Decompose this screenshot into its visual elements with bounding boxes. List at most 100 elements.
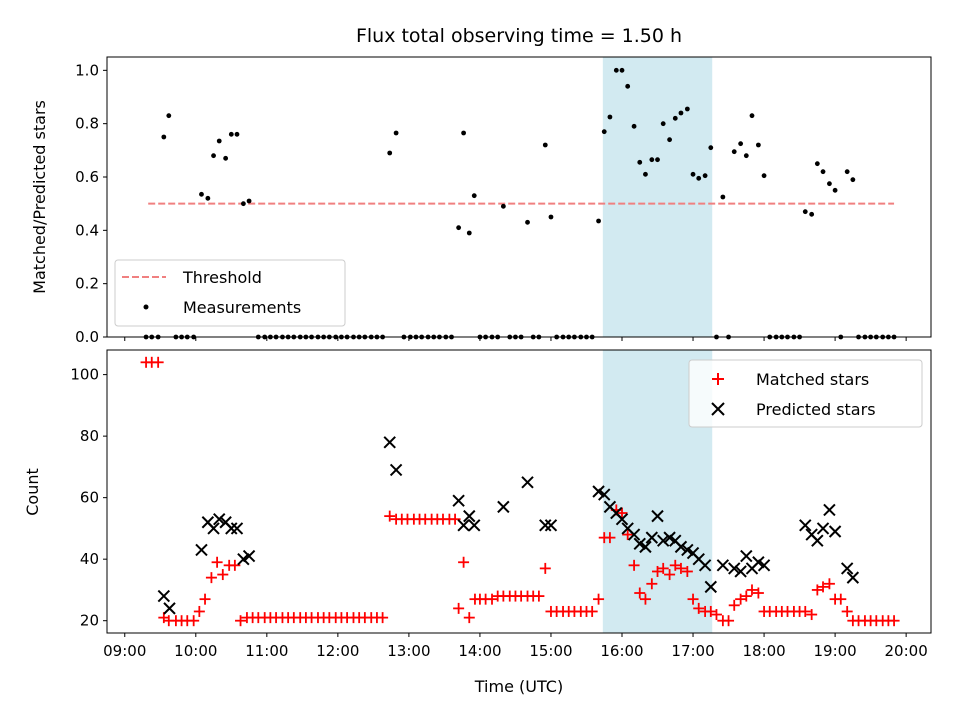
matched-star-point bbox=[486, 593, 498, 605]
matched-star-point bbox=[841, 605, 853, 617]
measurement-point bbox=[684, 106, 690, 112]
measurement-point bbox=[743, 153, 749, 159]
measurement-point bbox=[234, 131, 240, 137]
measurement-point bbox=[216, 138, 222, 144]
predicted-star-point bbox=[728, 562, 741, 575]
measurement-point bbox=[240, 201, 246, 207]
measurement-point bbox=[809, 211, 815, 217]
measurement-point bbox=[814, 161, 820, 167]
matched-star-point bbox=[710, 609, 722, 621]
measurement-point bbox=[690, 171, 696, 177]
measurement-point bbox=[761, 173, 767, 179]
measurement-point bbox=[820, 169, 826, 175]
measurement-point bbox=[471, 193, 477, 199]
matched-star-point bbox=[681, 565, 693, 577]
matched-star-point bbox=[723, 615, 735, 627]
legend-threshold-label: Threshold bbox=[182, 268, 262, 287]
top-y-tick-label: 0.8 bbox=[75, 115, 99, 133]
measurement-point bbox=[731, 149, 737, 155]
top-legend-box bbox=[114, 259, 346, 327]
bottom-x-tick-label: 15:00 bbox=[529, 642, 572, 660]
predicted-star-point bbox=[389, 463, 403, 477]
predicted-star-point bbox=[656, 534, 670, 547]
matched-star-point bbox=[664, 569, 676, 581]
measurement-point bbox=[672, 115, 678, 121]
bottom-legend: Matched stars Predicted stars bbox=[688, 359, 923, 428]
measurement-point bbox=[205, 195, 211, 201]
predicted-star-point bbox=[468, 519, 481, 532]
predicted-star-point bbox=[816, 522, 830, 535]
predicted-star-point bbox=[598, 488, 611, 501]
predicted-star-point bbox=[645, 531, 659, 544]
measurement-point bbox=[625, 83, 631, 89]
matched-star-point bbox=[628, 559, 640, 571]
measurement-point bbox=[228, 131, 234, 137]
measurement-point bbox=[749, 113, 755, 119]
predicted-star-point bbox=[752, 556, 765, 569]
predicted-star-point bbox=[213, 512, 226, 526]
matched-star-point bbox=[693, 602, 705, 614]
measurement-point bbox=[696, 175, 702, 181]
matched-star-point bbox=[229, 559, 241, 571]
measurement-point bbox=[596, 218, 601, 224]
measurement-point bbox=[738, 141, 744, 147]
predicted-star-point bbox=[828, 525, 842, 538]
matched-star-point bbox=[622, 529, 634, 541]
predicted-star-point bbox=[757, 559, 771, 572]
predicted-star-point bbox=[627, 528, 641, 541]
measurement-point bbox=[844, 169, 850, 175]
legend-matched-marker bbox=[712, 373, 724, 385]
legend-matched-label: Matched stars bbox=[756, 370, 869, 389]
matched-star-point bbox=[735, 593, 747, 605]
measurement-point bbox=[461, 130, 466, 136]
matched-star-point bbox=[687, 593, 699, 605]
measurement-point bbox=[720, 194, 726, 200]
matched-star-point bbox=[616, 507, 628, 519]
matched-star-point bbox=[728, 599, 740, 611]
top-y-axis-label: Matched/Predicted stars bbox=[30, 100, 49, 294]
measurement-point bbox=[660, 121, 666, 127]
predicted-star-point bbox=[740, 549, 753, 563]
matched-star-point bbox=[463, 612, 475, 624]
predicted-star-point bbox=[615, 512, 629, 526]
predicted-star-point bbox=[237, 552, 250, 566]
matched-star-point bbox=[657, 562, 669, 574]
matched-star-point bbox=[639, 593, 651, 605]
predicted-star-point bbox=[823, 503, 836, 517]
matched-star-point bbox=[652, 565, 664, 577]
legend-measurements-label: Measurements bbox=[183, 298, 301, 317]
predicted-star-point bbox=[681, 543, 694, 557]
legend-predicted-marker bbox=[711, 402, 725, 416]
bottom-x-tick-label: 20:00 bbox=[885, 642, 928, 660]
matched-star-point bbox=[752, 587, 764, 599]
matched-star-point bbox=[199, 593, 211, 605]
predicted-star-point bbox=[811, 534, 824, 547]
matched-star-point bbox=[384, 510, 396, 522]
predicted-star-point bbox=[157, 589, 171, 603]
measurement-point bbox=[637, 159, 643, 165]
matched-star-point bbox=[817, 581, 829, 593]
matched-star-point bbox=[646, 578, 658, 590]
predicted-star-point bbox=[242, 549, 256, 563]
predicted-star-point bbox=[663, 531, 676, 544]
predicted-star-point bbox=[674, 540, 688, 554]
measurement-point bbox=[161, 134, 167, 140]
bottom-y-tick-label: 80 bbox=[80, 427, 99, 445]
measurement-point bbox=[466, 230, 472, 236]
predicted-star-point bbox=[592, 485, 605, 498]
measurement-point bbox=[678, 110, 684, 116]
bottom-x-tick-label: 10:00 bbox=[174, 642, 217, 660]
matched-star-point bbox=[746, 584, 758, 596]
matched-star-point bbox=[193, 605, 205, 617]
matched-star-point bbox=[593, 593, 605, 605]
bottom-y-tick-label: 20 bbox=[80, 612, 99, 630]
measurement-point bbox=[211, 153, 216, 159]
measurement-point bbox=[649, 157, 655, 163]
matched-star-point bbox=[888, 615, 900, 627]
measurement-point bbox=[500, 203, 506, 209]
chart-title: Flux total observing time = 1.50 h bbox=[356, 25, 682, 47]
predicted-star-point bbox=[195, 543, 208, 557]
matched-star-point bbox=[604, 532, 616, 544]
top-axes-frame bbox=[106, 56, 932, 338]
matched-star-point bbox=[211, 556, 223, 568]
